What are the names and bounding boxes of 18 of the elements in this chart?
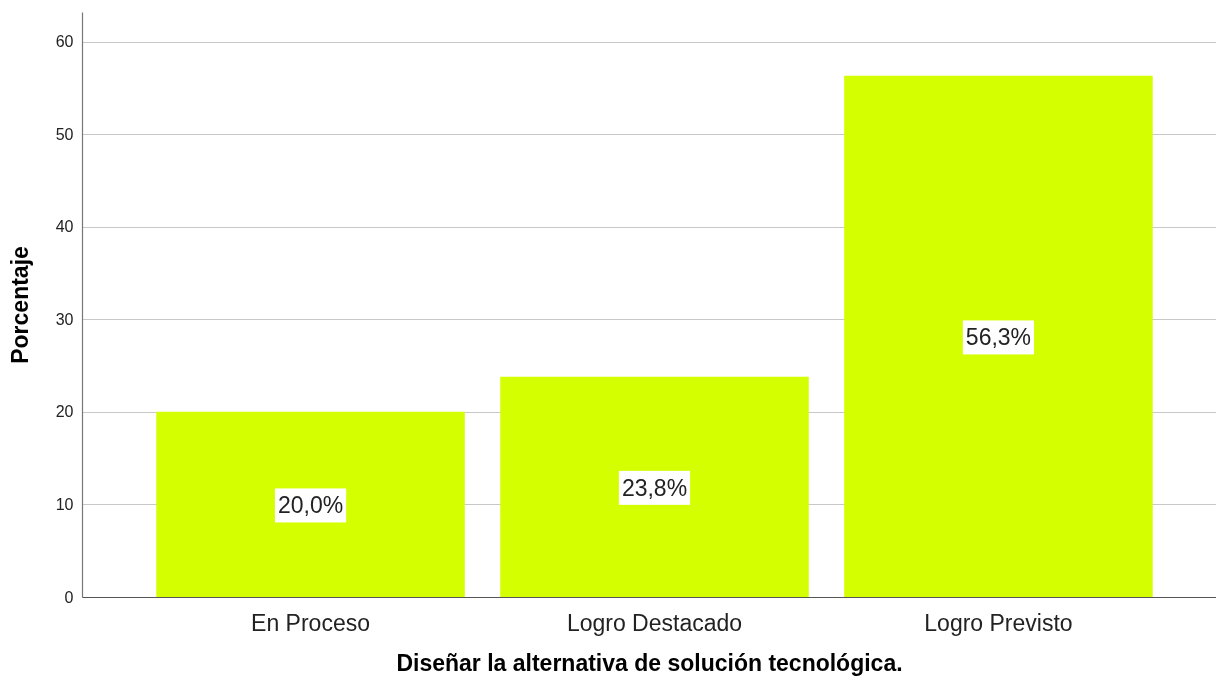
y-tick-label: 0 bbox=[64, 588, 74, 606]
y-tick-label: 40 bbox=[55, 218, 74, 236]
data-label: 20,0% bbox=[277, 492, 344, 519]
x-tick-label: Logro Destacado bbox=[566, 609, 743, 636]
data-label: 23,8% bbox=[621, 474, 688, 501]
bar bbox=[156, 411, 465, 597]
y-tick-label: 20 bbox=[55, 403, 74, 421]
x-axis-title: Diseñar la alternativa de solución tecnológica. bbox=[396, 649, 903, 676]
y-tick-label: 60 bbox=[55, 33, 74, 51]
x-tick-label: En Proceso bbox=[251, 609, 371, 636]
y-tick-label: 10 bbox=[55, 495, 74, 513]
y-tick-label: 30 bbox=[55, 310, 74, 328]
bar bbox=[844, 75, 1153, 597]
data-label: 56,3% bbox=[965, 324, 1032, 351]
y-tick-label: 50 bbox=[55, 125, 74, 143]
x-tick-label: Logro Previsto bbox=[924, 609, 1073, 636]
y-axis-title: Porcentaje bbox=[6, 246, 33, 364]
bar bbox=[500, 376, 809, 597]
